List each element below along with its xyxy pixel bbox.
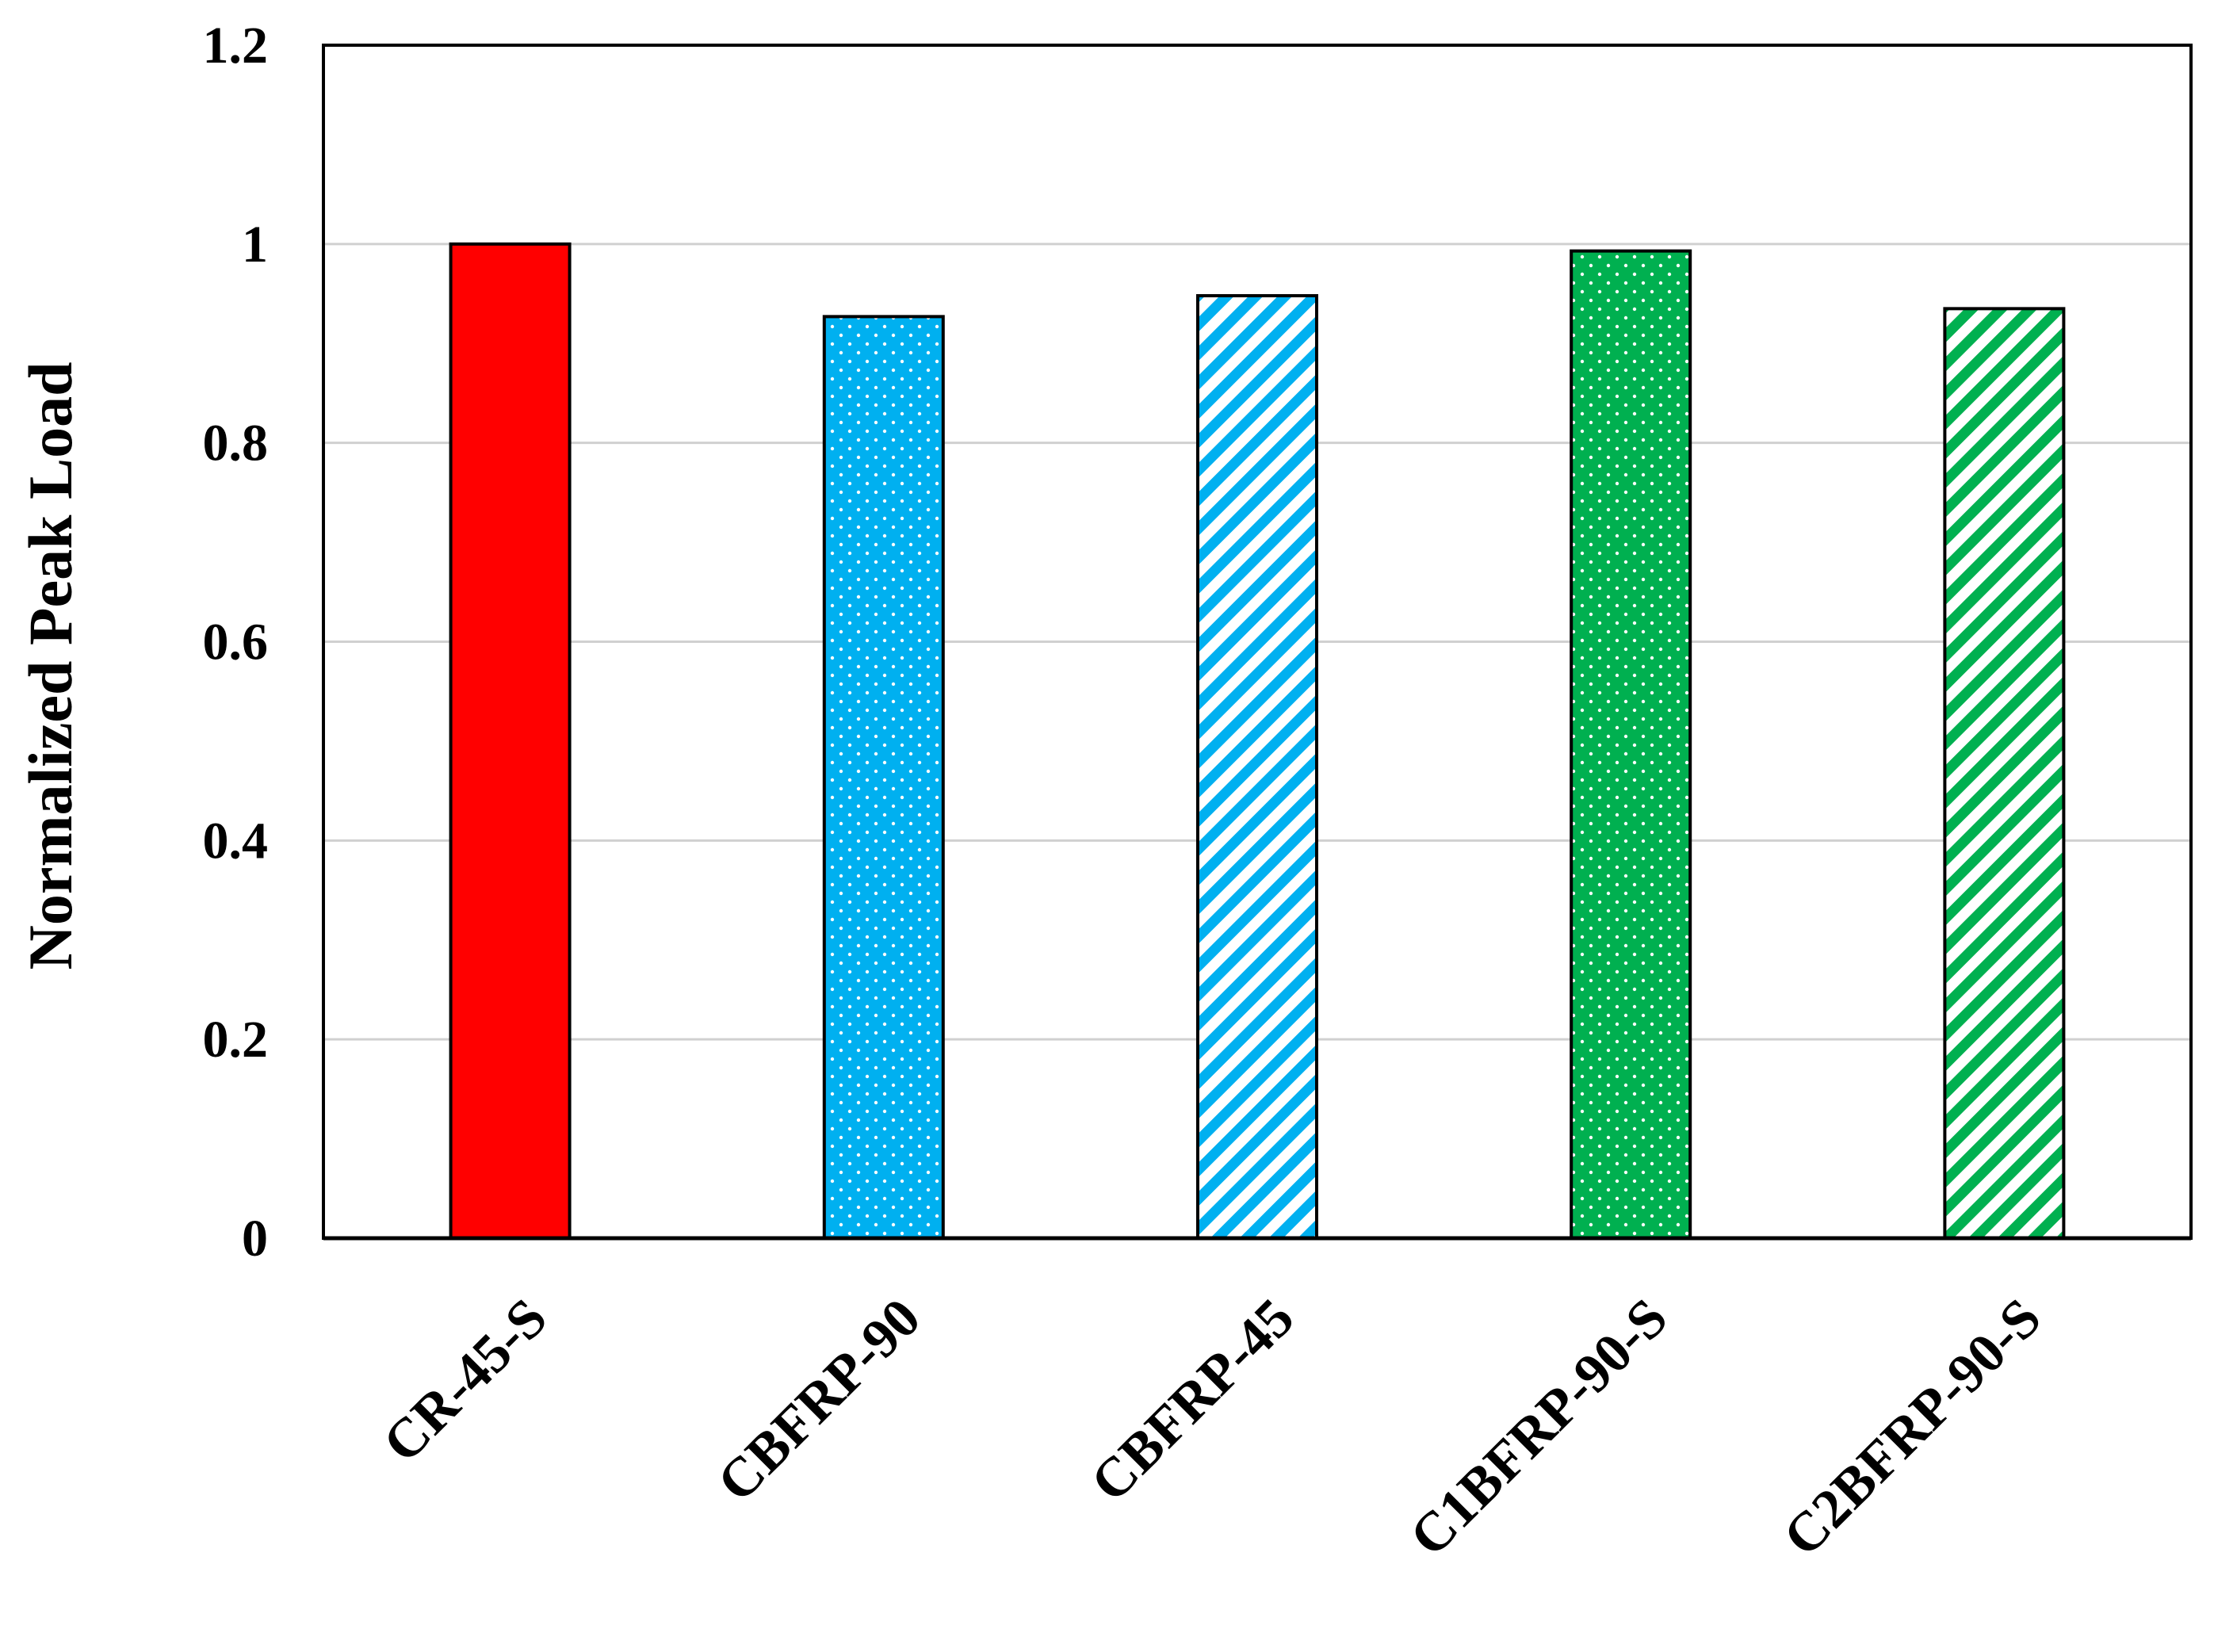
bar — [1943, 307, 2066, 1241]
x-tick-label: CBFRP-45 — [1080, 1287, 1306, 1513]
x-tick-label: C2BFRP-90-S — [1772, 1287, 2053, 1568]
y-tick-label: 0.8 — [203, 415, 269, 472]
bar — [1570, 249, 1692, 1240]
y-tick-label: 1.2 — [203, 17, 269, 75]
bar — [1196, 294, 1318, 1240]
y-axis-title: Normalized Peak Load — [16, 362, 85, 970]
y-tick-label: 0.6 — [203, 614, 269, 671]
x-tick-label: CR-45-S — [372, 1287, 559, 1474]
y-tick-label: 0 — [242, 1210, 268, 1268]
x-tick-label: C1BFRP-90-S — [1398, 1287, 1679, 1568]
x-tick-label: CBFRP-90 — [706, 1287, 932, 1513]
y-tick-label: 0.2 — [203, 1011, 269, 1069]
y-tick-label: 0.4 — [203, 812, 269, 870]
bar — [822, 315, 945, 1241]
y-tick-label: 1 — [242, 216, 268, 273]
bar — [449, 242, 572, 1240]
